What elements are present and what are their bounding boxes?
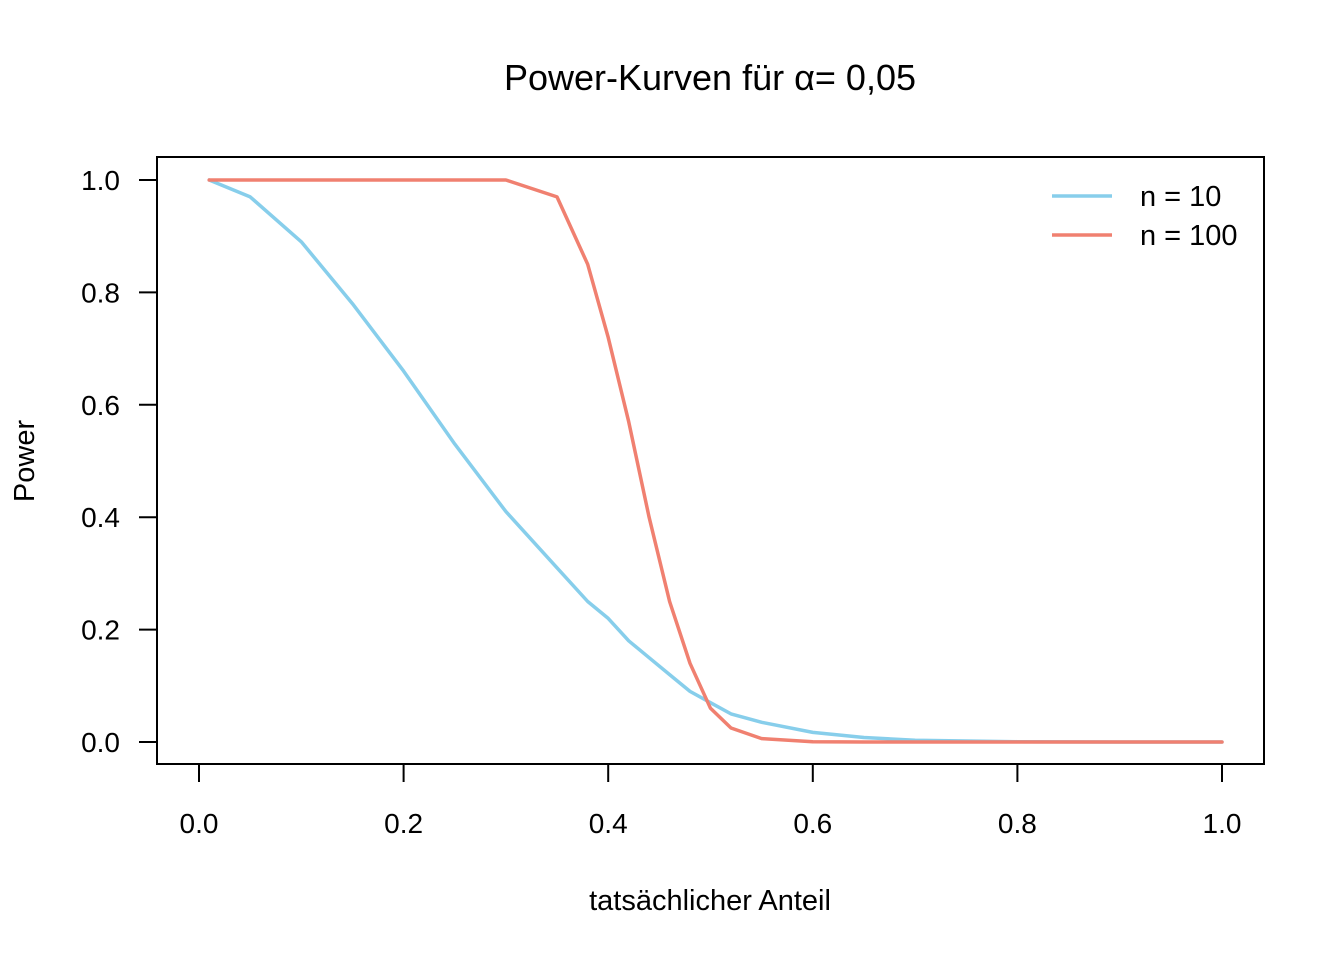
x-tick-label: 0.6 — [793, 808, 832, 839]
y-tick-label: 0.8 — [81, 277, 120, 308]
x-tick-label: 1.0 — [1203, 808, 1242, 839]
y-tick-label: 1.0 — [81, 165, 120, 196]
x-axis: 0.0 0.2 0.4 0.6 0.8 1.0 — [180, 763, 1242, 839]
x-axis-label: tatsächlicher Anteil — [589, 885, 831, 917]
chart-title: Power-Kurven für α= 0,05 — [504, 57, 916, 98]
x-tick-label: 0.8 — [998, 808, 1037, 839]
x-tick-label: 0.2 — [384, 808, 423, 839]
legend-label: n = 100 — [1140, 220, 1238, 252]
x-tick-label: 0.4 — [589, 808, 628, 839]
x-tick-label: 0.0 — [180, 808, 219, 839]
y-tick-label: 0.6 — [81, 390, 120, 421]
y-axis: 0.0 0.2 0.4 0.6 0.8 1.0 — [81, 165, 158, 758]
y-axis-label: Power — [9, 420, 41, 503]
y-tick-label: 0.2 — [81, 615, 120, 646]
series-line-1 — [207, 178, 1224, 744]
series-layer — [207, 178, 1224, 744]
y-tick-label: 0.4 — [81, 502, 120, 533]
y-tick-label: 0.0 — [81, 727, 120, 758]
legend-label: n = 10 — [1140, 181, 1221, 213]
legend: n = 10 n = 100 — [1052, 181, 1238, 252]
plot-frame — [156, 156, 1265, 765]
series-line-2 — [207, 178, 1224, 744]
